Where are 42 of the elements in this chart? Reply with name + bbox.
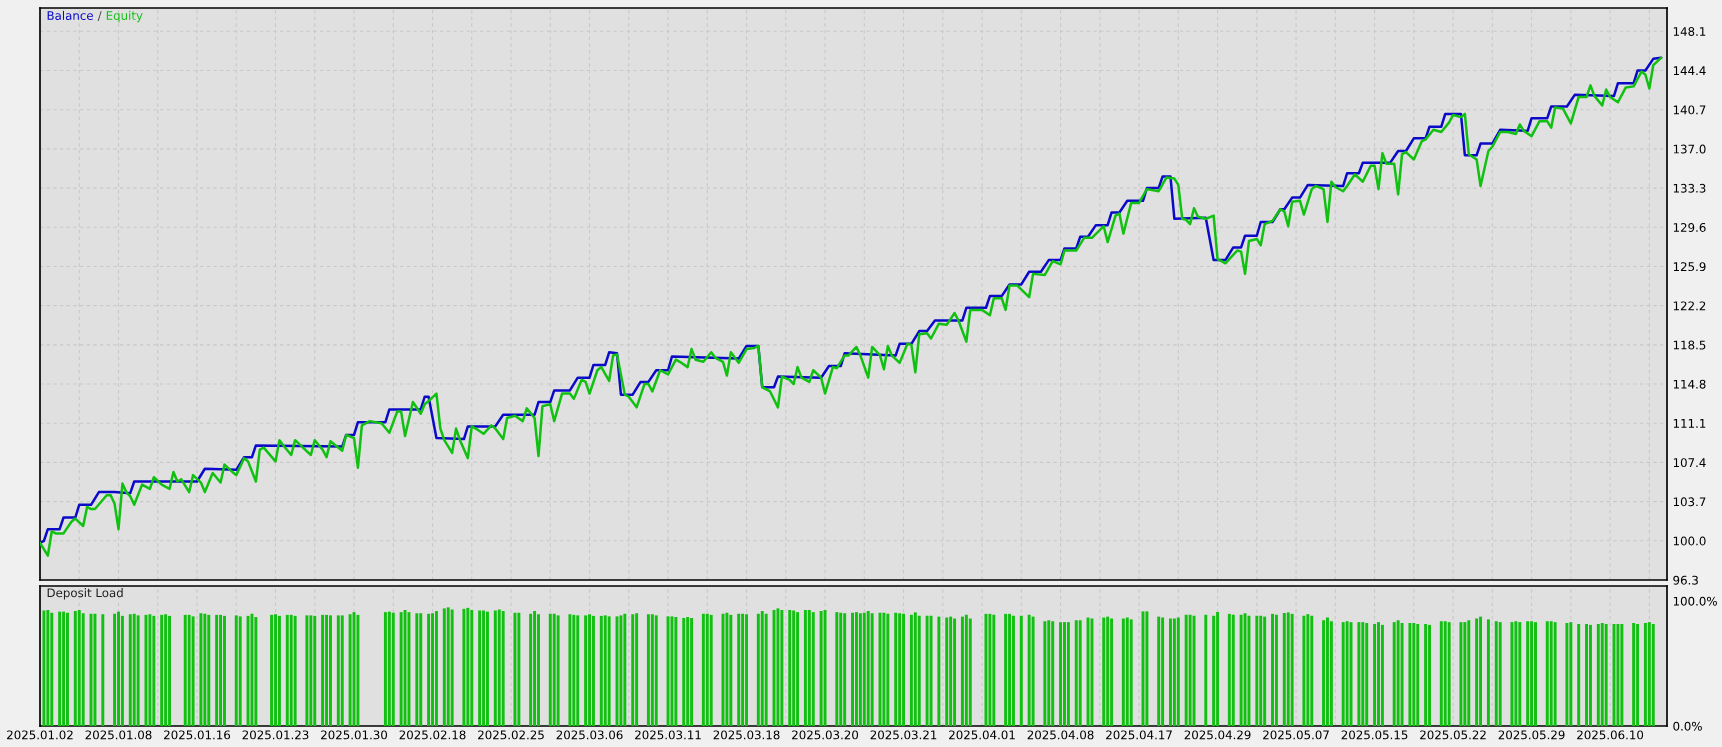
y-tick-label: 100.0% xyxy=(1673,596,1717,606)
x-tick-label: 2025.03.18 xyxy=(713,730,780,740)
x-tick-label: 2025.04.01 xyxy=(949,730,1015,740)
x-tick-label: 2025.05.22 xyxy=(1420,730,1486,740)
y-tick-label: 118.5 xyxy=(1673,340,1706,350)
x-tick-label: 2025.02.18 xyxy=(399,730,466,740)
y-tick-label: 103.7 xyxy=(1673,497,1706,507)
x-tick-label: 2025.03.11 xyxy=(635,730,701,740)
x-tick-label: 2025.03.20 xyxy=(792,730,859,740)
y-tick-label: 148.1 xyxy=(1673,27,1706,36)
y-tick-label: 140.7 xyxy=(1673,105,1706,115)
y-tick-label: 96.3 xyxy=(1673,575,1698,585)
x-tick-label: 2025.05.07 xyxy=(1263,730,1329,740)
y-tick-label: 129.6 xyxy=(1673,222,1706,232)
x-tick-label: 2025.04.17 xyxy=(1106,730,1172,740)
text: Equity xyxy=(106,10,143,23)
y-tick-label: 0.0% xyxy=(1673,721,1702,731)
x-tick-label: 2025.04.29 xyxy=(1184,730,1251,740)
y-tick-label: 133.3 xyxy=(1673,183,1706,193)
chart-title: Deposit Load xyxy=(47,588,123,600)
y-tick-label: 114.8 xyxy=(1673,379,1706,389)
x-tick-label: 2025.02.25 xyxy=(478,730,544,740)
text: Balance xyxy=(47,10,93,20)
x-tick-label: 2025.01.30 xyxy=(321,730,388,740)
x-tick-label: 2025.05.15 xyxy=(1341,730,1408,740)
x-tick-label: 2025.06.10 xyxy=(1577,730,1644,740)
y-tick-label: 107.4 xyxy=(1673,458,1706,468)
y-tick-label: 122.2 xyxy=(1673,301,1706,311)
y-tick-label: 144.4 xyxy=(1673,66,1706,75)
annotation: / xyxy=(97,11,102,21)
y-tick-label: 111.1 xyxy=(1673,419,1706,428)
y-tick-label: 100.0 xyxy=(1673,536,1706,546)
x-tick-label: 2025.01.08 xyxy=(85,730,152,740)
x-tick-label: 2025.03.06 xyxy=(556,730,623,740)
x-tick-label: 2025.05.29 xyxy=(1498,730,1565,740)
x-tick-label: 2025.01.23 xyxy=(242,730,309,740)
x-tick-label: 2025.04.08 xyxy=(1027,730,1094,740)
x-tick-label: 2025.01.02 xyxy=(7,730,73,740)
y-tick-label: 125.9 xyxy=(1673,262,1706,272)
x-tick-label: 2025.03.21 xyxy=(870,730,937,740)
y-tick-label: 137.0 xyxy=(1673,144,1706,154)
x-tick-label: 2025.01.16 xyxy=(164,730,231,740)
